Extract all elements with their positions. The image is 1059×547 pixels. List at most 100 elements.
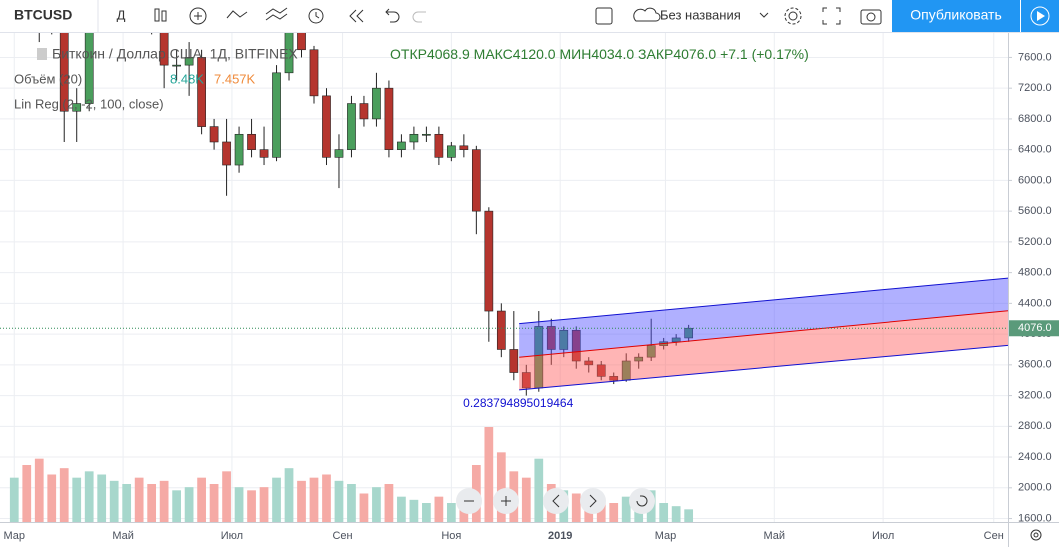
volume-bar [72, 477, 82, 522]
x-tick-label: Сен [984, 530, 1004, 542]
volume-bar [9, 477, 19, 522]
volume-bar [34, 458, 44, 522]
volume-bar [434, 496, 444, 522]
volume-ma: 7.457K [214, 71, 256, 86]
y-tick-label: 6800.0 [1018, 113, 1052, 125]
ohlc-value: 4034.0 [591, 46, 634, 62]
volume-bar [484, 427, 494, 522]
candle-body [222, 141, 231, 166]
volume-bar [184, 487, 194, 522]
volume-bar [259, 487, 269, 522]
candle-body [596, 364, 606, 377]
candle-body [684, 327, 694, 339]
pearson-label: 0.283794895019464 [463, 396, 573, 410]
candle-body [634, 356, 644, 362]
y-tick-label: 1600.0 [1018, 512, 1052, 524]
layout-name[interactable]: Без названия [660, 7, 741, 22]
x-tick-label: Июл [221, 530, 243, 542]
candle-body [546, 326, 556, 350]
y-tick-label: 3200.0 [1018, 389, 1052, 401]
volume-bar [496, 452, 506, 522]
ohlc-label: МИН [559, 46, 591, 62]
symbol[interactable]: BTCUSD [14, 7, 72, 23]
legend-title: Биткоин / Доллар США, 1Д, BITFINEX [52, 46, 298, 62]
volume-bar [297, 480, 306, 522]
volume-bar [209, 484, 219, 522]
candle-body [559, 329, 569, 350]
chart-pane: 0.283794895019464 [0, 33, 1008, 522]
x-tick-label: Мар [655, 530, 677, 542]
candle-body [609, 376, 619, 381]
toolbar-icons[interactable] [154, 7, 882, 25]
candle-body [347, 103, 356, 150]
volume-bar [384, 484, 394, 522]
volume-bar [272, 477, 281, 522]
regression-lower [519, 344, 1008, 391]
candle-body [434, 133, 444, 158]
x-tick-label: Май [112, 530, 134, 542]
volume-bar [422, 503, 431, 522]
volume-legend: Объём (20) [14, 71, 82, 86]
candle-body [272, 72, 281, 158]
candle-body [297, 33, 306, 51]
candle-body [372, 87, 381, 120]
x-tick-label: 2019 [548, 530, 572, 542]
volume-bar [659, 503, 669, 522]
volume-bar [596, 503, 606, 522]
publish-label[interactable]: Опубликовать [910, 7, 1002, 23]
volume-bar [446, 503, 456, 522]
ohlc-value: 4068.9 [427, 46, 470, 62]
candle-body [84, 33, 94, 104]
y-tick-label: 5200.0 [1018, 236, 1052, 248]
candle-body [72, 103, 82, 112]
x-tick-label: Июл [872, 530, 894, 542]
y-tick-label: 7200.0 [1018, 82, 1052, 94]
volume-bar [621, 496, 631, 522]
candle-body [59, 33, 69, 112]
volume-bar [197, 477, 206, 522]
volume-bar [322, 474, 331, 522]
candle-body [671, 337, 681, 343]
publish-button[interactable] [892, 0, 1020, 32]
volume-bar [571, 493, 581, 522]
candle-body [209, 126, 219, 143]
linreg-legend: Lin Reg (2, -2, 100, close) [14, 96, 164, 111]
x-tick-label: Май [764, 530, 786, 542]
candle-body [359, 103, 369, 120]
settings-icon[interactable] [1030, 529, 1042, 541]
candle-body [571, 329, 581, 362]
volume-bar [159, 480, 169, 522]
volume-bar [334, 480, 344, 522]
volume-bar [47, 474, 57, 522]
volume-bar [409, 499, 419, 522]
volume-bar [22, 465, 32, 522]
y-tick-label: 3600.0 [1018, 359, 1052, 371]
x-tick-label: Мар [4, 530, 26, 542]
change: +7.1 (+0.17%) [720, 46, 809, 62]
candle-body [384, 87, 394, 150]
interval[interactable]: Д [117, 7, 126, 22]
last-price-label: 4076.0 [1018, 322, 1052, 334]
volume-bar [234, 487, 244, 522]
volume-bar [309, 477, 319, 522]
volume-bar [109, 480, 119, 522]
candle-body [284, 33, 294, 74]
y-tick-label: 2800.0 [1018, 420, 1052, 432]
y-tick-label: 2400.0 [1018, 451, 1052, 463]
candle-body [159, 33, 169, 66]
y-tick-label: 4400.0 [1018, 297, 1052, 309]
candle-body [197, 57, 206, 127]
volume-bar [397, 496, 406, 522]
volume-bar [684, 509, 694, 522]
volume-bar [671, 506, 681, 522]
y-tick-label: 7600.0 [1018, 51, 1052, 63]
channel-lower [519, 310, 1008, 390]
candle-body [247, 133, 256, 150]
regression-mid [519, 310, 1008, 358]
play-icon [1030, 6, 1050, 26]
y-tick-label: 4800.0 [1018, 267, 1052, 279]
candle-body [184, 57, 194, 66]
candle-body [234, 133, 244, 166]
candle-body [509, 349, 519, 373]
navigation-buttons[interactable] [456, 488, 655, 514]
